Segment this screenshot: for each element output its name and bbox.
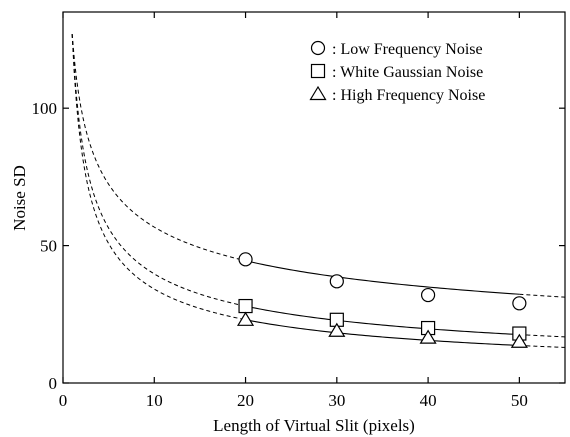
data-point-square	[238, 298, 253, 314]
data-point-triangle	[328, 322, 346, 337]
x-tick-label: 30	[328, 391, 345, 410]
data-point-triangle	[236, 311, 255, 326]
axis-ticks	[62, 12, 565, 384]
axis-tick-labels: 0 10 20 30 40 50 0 50 100	[32, 99, 528, 410]
data-point-circle	[238, 252, 253, 267]
extrapolated-curve	[519, 344, 566, 348]
data-markers	[236, 252, 528, 348]
legend-marker-triangle	[309, 85, 327, 101]
data-point-circle	[329, 274, 344, 289]
x-tick-label: 0	[59, 391, 68, 410]
y-tick-label: 0	[49, 374, 58, 393]
extrapolated-curve	[71, 33, 246, 307]
x-tick-label: 10	[146, 391, 163, 410]
y-axis-title: Noise SD	[10, 165, 29, 231]
data-point-circle	[512, 296, 527, 311]
x-axis-title: Length of Virtual Slit (pixels)	[213, 416, 415, 435]
extrapolated-curve	[71, 33, 246, 262]
fit-curves	[71, 33, 566, 348]
data-point-triangle	[419, 329, 437, 344]
legend-label: : White Gaussian Noise	[332, 64, 483, 81]
extrapolated-curve	[71, 33, 246, 321]
x-tick-label: 40	[420, 391, 437, 410]
legend: : Low Frequency Noise : White Gaussian No…	[309, 40, 485, 104]
fit-curve	[245, 305, 520, 336]
x-tick-label: 20	[237, 391, 254, 410]
extrapolated-curve	[519, 293, 566, 298]
legend-marker-circle	[310, 40, 326, 56]
x-tick-label: 50	[511, 391, 528, 410]
data-point-triangle	[510, 333, 528, 348]
data-point-circle	[420, 287, 436, 303]
plot-frame	[62, 11, 566, 384]
legend-label: : High Frequency Noise	[332, 87, 485, 104]
y-tick-label: 50	[40, 237, 57, 256]
legend-label: : Low Frequency Noise	[332, 41, 483, 58]
fit-curve	[245, 260, 520, 295]
legend-marker-square	[310, 63, 326, 79]
y-tick-label: 100	[32, 99, 58, 118]
extrapolated-curve	[519, 334, 566, 338]
fit-curve	[245, 319, 520, 347]
